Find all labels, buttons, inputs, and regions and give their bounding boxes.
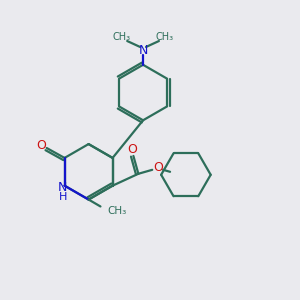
Text: CH₃: CH₃: [112, 32, 130, 42]
Text: CH₃: CH₃: [156, 32, 174, 42]
Text: O: O: [153, 161, 163, 174]
Text: O: O: [128, 142, 137, 155]
Text: CH₃: CH₃: [107, 206, 127, 216]
Text: O: O: [36, 139, 46, 152]
Text: H: H: [58, 192, 67, 202]
Text: N: N: [58, 181, 67, 194]
Text: N: N: [138, 44, 148, 57]
